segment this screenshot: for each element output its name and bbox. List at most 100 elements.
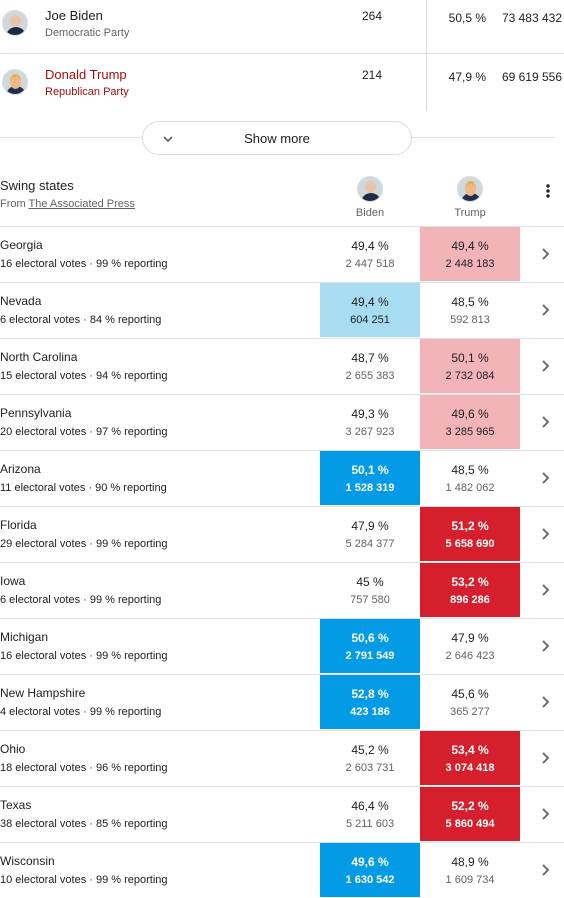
votes: 3 267 923 [345, 426, 395, 438]
biden-cell: 49,4 % 604 251 [320, 283, 420, 337]
row-separator [0, 226, 564, 227]
trump-cell: 50,1 % 2 732 084 [420, 339, 520, 393]
state-row[interactable]: North Carolina 15 electoral votes · 94 % … [0, 338, 564, 394]
chevron-right[interactable] [539, 359, 551, 373]
biden-cell: 46,4 % 5 211 603 [320, 787, 420, 841]
source-link[interactable]: The Associated Press [28, 198, 135, 210]
percent: 53,4 % [451, 743, 489, 757]
biden-cell: 45,2 % 2 603 731 [320, 731, 420, 785]
percent: 48,7 % [351, 351, 389, 365]
chevron-right[interactable] [539, 415, 551, 429]
state-details: 4 electoral votes · 99 % reporting [0, 706, 162, 718]
chevron-right[interactable] [539, 527, 551, 541]
vote-percent: 50,5 % [448, 11, 486, 25]
divider [426, 0, 427, 111]
chevron-right[interactable] [539, 695, 551, 709]
votes: 1 630 542 [345, 874, 395, 886]
state-row[interactable]: Nevada 6 electoral votes · 84 % reporting… [0, 282, 564, 338]
state-row[interactable]: Michigan 16 electoral votes · 99 % report… [0, 618, 564, 674]
chevron-icon [542, 304, 550, 316]
state-details: 29 electoral votes · 99 % reporting [0, 538, 168, 550]
votes: 5 211 603 [345, 818, 395, 830]
chevron-right[interactable] [539, 247, 551, 261]
chevron-right[interactable] [539, 807, 551, 821]
votes: 2 603 731 [345, 762, 395, 774]
trump-cell: 48,5 % 1 482 062 [420, 451, 520, 505]
column-label: Trump [454, 207, 486, 219]
state-row[interactable]: Arizona 11 electoral votes · 90 % reporti… [0, 450, 564, 506]
percent: 52,8 % [351, 687, 389, 701]
votes: 1 528 319 [345, 482, 395, 494]
biden-cell: 50,1 % 1 528 319 [320, 451, 420, 505]
state-row[interactable]: Georgia 16 electoral votes · 99 % reporti… [0, 226, 564, 282]
show-more-button[interactable]: Show more [142, 121, 412, 155]
votes: 365 277 [450, 706, 490, 718]
trump-cell: 49,4 % 2 448 183 [420, 227, 520, 281]
state-row[interactable]: Wisconsin 10 electoral votes · 99 % repor… [0, 842, 564, 898]
percent: 49,4 % [351, 295, 389, 309]
trump-cell: 53,2 % 896 286 [420, 563, 520, 617]
percent: 47,9 % [451, 631, 489, 645]
column-label: Biden [355, 207, 385, 219]
biden-cell: 45 % 757 580 [320, 563, 420, 617]
state-row[interactable]: Ohio 18 electoral votes · 96 % reporting 4… [0, 730, 564, 786]
state-details: 10 electoral votes · 99 % reporting [0, 874, 168, 886]
row-separator [0, 730, 564, 731]
chevron-icon [542, 528, 550, 540]
state-name: Wisconsin [0, 854, 55, 868]
percent: 49,3 % [351, 407, 389, 421]
separator [0, 53, 564, 54]
vote-percent: 47,9 % [448, 70, 486, 84]
votes: 1 609 734 [445, 874, 495, 886]
state-details: 16 electoral votes · 99 % reporting [0, 258, 168, 270]
percent: 50,1 % [451, 351, 489, 365]
chevron-icon [542, 808, 550, 820]
trump-cell: 52,2 % 5 860 494 [420, 787, 520, 841]
row-separator [0, 394, 564, 395]
votes: 2 655 383 [345, 370, 395, 382]
row-separator [0, 618, 564, 619]
state-details: 6 electoral votes · 84 % reporting [0, 314, 162, 326]
chevron-right[interactable] [539, 863, 551, 877]
percent: 49,4 % [451, 239, 489, 253]
chevron-right[interactable] [539, 303, 551, 317]
state-row[interactable]: Texas 38 electoral votes · 85 % reporting… [0, 786, 564, 842]
percent: 46,4 % [351, 799, 389, 813]
more-menu[interactable] [542, 183, 554, 199]
candidate-avatar [2, 69, 28, 95]
candidate-name: Joe Biden [45, 8, 103, 23]
state-row[interactable]: New Hampshire 4 electoral votes · 99 % re… [0, 674, 564, 730]
votes: 423 186 [350, 706, 390, 718]
chevron-right[interactable] [539, 751, 551, 765]
source: From The Associated Press [0, 198, 135, 210]
percent: 49,4 % [351, 239, 389, 253]
votes: 5 658 690 [445, 538, 495, 550]
state-name: North Carolina [0, 350, 78, 364]
chevron-icon [542, 752, 550, 764]
votes: 604 251 [350, 314, 390, 326]
percent: 47,9 % [351, 519, 389, 533]
state-row[interactable]: Iowa 6 electoral votes · 99 % reporting 45… [0, 562, 564, 618]
state-row[interactable]: Pennsylvania 20 electoral votes · 97 % re… [0, 394, 564, 450]
state-row[interactable]: Florida 29 electoral votes · 99 % reporti… [0, 506, 564, 562]
show-more-label: Show more [244, 131, 310, 146]
row-separator [0, 842, 564, 843]
state-details: 15 electoral votes · 94 % reporting [0, 370, 168, 382]
electoral-votes: 264 [361, 9, 383, 23]
trump-cell: 48,9 % 1 609 734 [420, 843, 520, 897]
biden-cell: 48,7 % 2 655 383 [320, 339, 420, 393]
chevron-right[interactable] [539, 471, 551, 485]
state-name: Texas [0, 798, 32, 812]
trump-cell: 53,4 % 3 074 418 [420, 731, 520, 785]
row-separator [0, 338, 564, 339]
biden-cell: 49,6 % 1 630 542 [320, 843, 420, 897]
state-details: 11 electoral votes · 90 % reporting [0, 482, 167, 494]
votes: 5 284 377 [345, 538, 395, 550]
chevron-right[interactable] [539, 583, 551, 597]
chevron-right[interactable] [539, 639, 551, 653]
biden-cell: 49,4 % 2 447 518 [320, 227, 420, 281]
chevron-icon [542, 584, 550, 596]
state-name: Arizona [0, 462, 41, 476]
state-name: New Hampshire [0, 686, 86, 700]
percent: 50,1 % [351, 463, 389, 477]
